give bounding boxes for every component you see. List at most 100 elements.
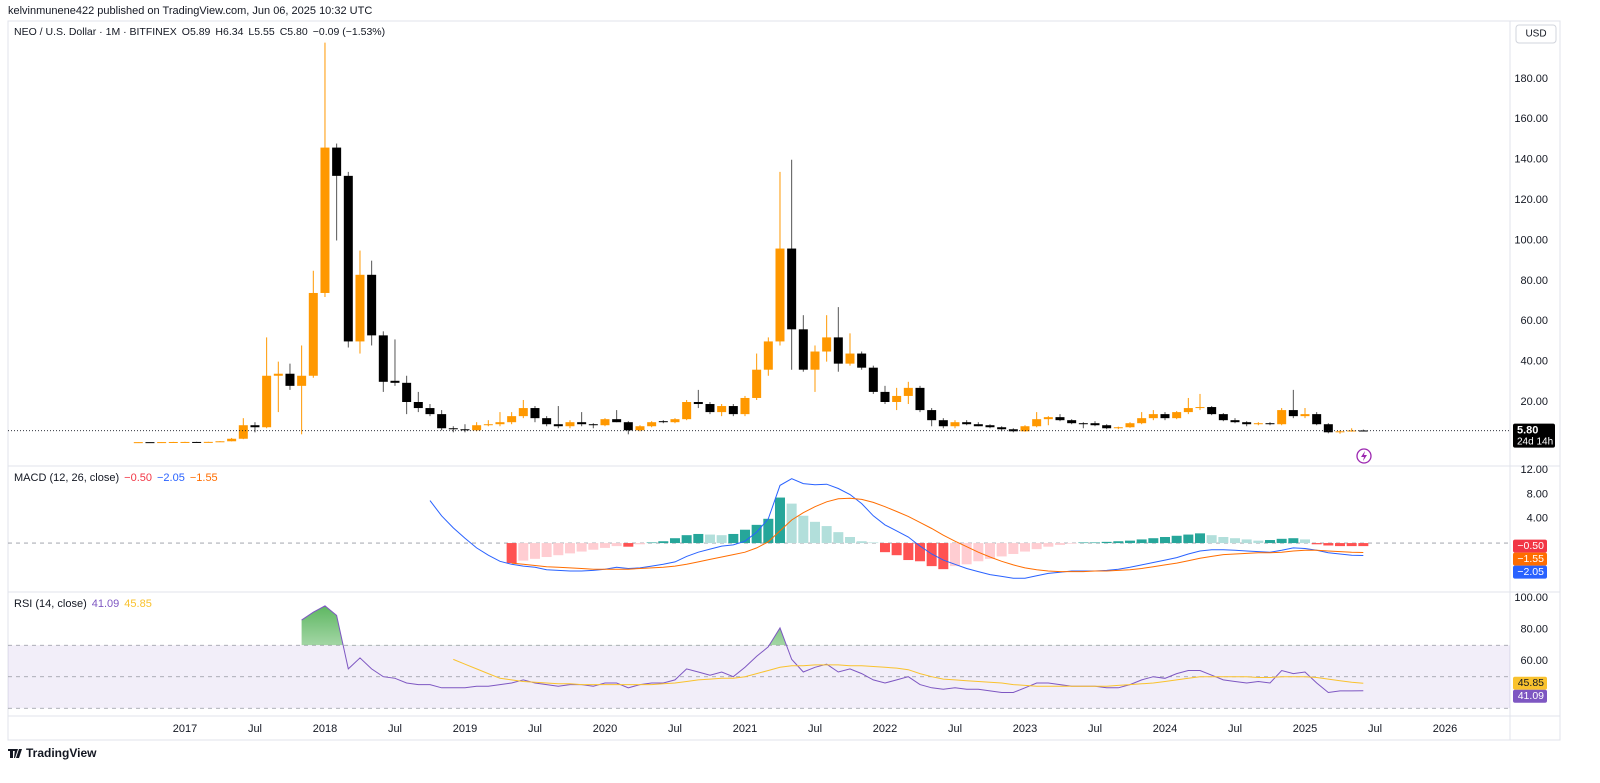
histogram-bar [693,533,704,544]
currency-button[interactable] [1515,24,1557,44]
candle-body [647,422,657,427]
candle-body [1230,420,1240,423]
candle-body [810,351,820,370]
candle-body [1090,423,1100,426]
candle-body [705,404,715,413]
histogram-bar [716,535,727,544]
histogram-bar [751,524,762,544]
candle-body [507,416,517,423]
histogram-bar [984,543,995,559]
legend-part: 5.80 [287,26,308,38]
candle-body [530,408,540,419]
histogram-bar [704,534,715,544]
x-tick-label: 2021 [733,723,757,735]
histogram-bar [1089,542,1100,544]
y-tick-label: 12.00 [1520,464,1548,476]
histogram-bar [833,532,844,544]
histogram-bar [961,543,972,565]
candle-body [1078,423,1088,425]
candle-body [1335,431,1345,433]
publisher-line: kelvinmunene422 published on TradingView… [8,5,372,17]
candle-body [1020,426,1030,432]
candle-body [355,274,365,342]
candle-body [320,147,330,293]
candle-body [740,397,750,415]
legend-part: 5.89 [190,26,211,38]
value-badge [1513,689,1547,703]
candle-body [495,422,505,425]
candle-body [1113,427,1123,429]
candle-body [1067,420,1077,424]
candle-body [273,373,283,376]
legend-part: RSI (14, close) [14,598,87,610]
candle-body [658,421,668,423]
x-tick-label: 2024 [1153,723,1177,735]
candle-body [1288,410,1298,417]
histogram-bar [786,503,797,544]
histogram-bar [1229,538,1240,544]
alert-icon[interactable] [1356,448,1372,464]
histogram-bar [1276,538,1287,544]
histogram-bar [1031,543,1042,550]
candle-body [798,329,808,370]
candle-body [192,441,202,443]
legend-part: 6.34 [223,26,244,38]
y-tick-label: 80.00 [1520,275,1548,287]
indicator-legend: MACD (12, 26, close) −0.50 −2.05 −1.55 [14,472,218,484]
alert-bolt [1361,451,1367,461]
candle-body [1347,430,1357,432]
candle-body [612,419,622,423]
candle-body [565,422,575,427]
candle-body [623,422,633,431]
legend-part: −0.50 [124,472,152,484]
y-tick-label: 60.00 [1520,315,1548,327]
y-tick-label: 140.00 [1514,154,1548,166]
x-tick-label: Jul [388,723,402,735]
candle-body [915,387,925,411]
candle-body [413,402,423,409]
y-tick-label: 160.00 [1514,113,1548,125]
histogram-bar [1183,534,1194,544]
x-tick-label: Jul [808,723,822,735]
histogram-bar [1066,543,1077,544]
candle-body [635,426,645,431]
candle-body [157,442,167,444]
candle-body [1160,414,1170,419]
histogram-bar [1241,539,1252,544]
histogram-bar [1253,540,1264,544]
candle-body [728,406,738,415]
value-badge [1513,676,1547,690]
legend-part: O [182,26,190,38]
candle-body [1183,408,1193,413]
x-tick-label: Jul [1368,723,1382,735]
candle-body [1137,418,1147,424]
histogram-bar [856,541,867,544]
x-tick-label: Jul [668,723,682,735]
candle-body [1008,429,1018,432]
legend-part: C [280,26,288,38]
value-badge-label: 45.85 [1518,677,1544,689]
candle-body [880,391,890,403]
candle-body [437,414,447,429]
y-tick-label: 100.00 [1514,592,1548,604]
candle-body [250,425,260,428]
chart-frame [7,20,1561,741]
candle-body [285,373,295,386]
candle-body [1125,423,1135,428]
candle-body [600,419,610,426]
candle-body [145,442,155,444]
candle-body [332,147,342,176]
legend-part: H [215,26,223,38]
histogram-bar [996,543,1007,557]
histogram-bar [1264,540,1275,544]
x-tick-label: Jul [248,723,262,735]
candle-body [1055,417,1065,421]
candle-body [1253,423,1263,425]
histogram-bar [611,543,622,547]
candle-body [962,422,972,425]
candle-body [483,424,493,426]
histogram-bar [903,543,914,561]
histogram-bar [879,543,890,553]
value-badge-label: −2.05 [1517,566,1544,578]
chart-title: NEO / U.S. Dollar · 1M · BITFINEX O5.89 H6… [14,26,385,38]
